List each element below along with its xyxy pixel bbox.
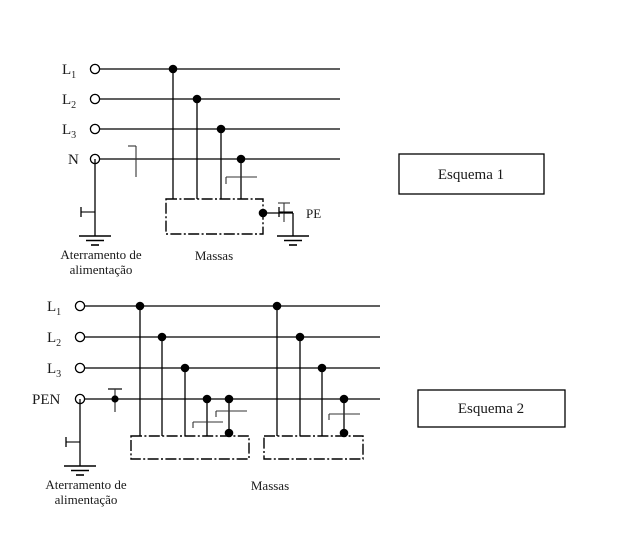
- svg-text:N: N: [68, 152, 79, 168]
- svg-text:Massas: Massas: [251, 478, 289, 493]
- svg-text:alimentação: alimentação: [55, 492, 118, 507]
- svg-text:L3: L3: [62, 122, 76, 141]
- svg-text:Massas: Massas: [195, 248, 233, 263]
- svg-text:alimentação: alimentação: [70, 262, 133, 277]
- svg-text:L2: L2: [62, 92, 76, 111]
- svg-text:Esquema 1: Esquema 1: [438, 167, 504, 183]
- svg-text:PE: PE: [306, 206, 321, 221]
- svg-text:L1: L1: [47, 299, 61, 318]
- svg-text:Aterramento de: Aterramento de: [60, 247, 141, 262]
- svg-text:L2: L2: [47, 330, 61, 349]
- svg-text:Esquema 2: Esquema 2: [458, 401, 524, 417]
- svg-text:Aterramento de: Aterramento de: [45, 477, 126, 492]
- svg-text:L3: L3: [47, 361, 61, 380]
- svg-text:PEN: PEN: [32, 392, 61, 408]
- svg-text:L1: L1: [62, 62, 76, 81]
